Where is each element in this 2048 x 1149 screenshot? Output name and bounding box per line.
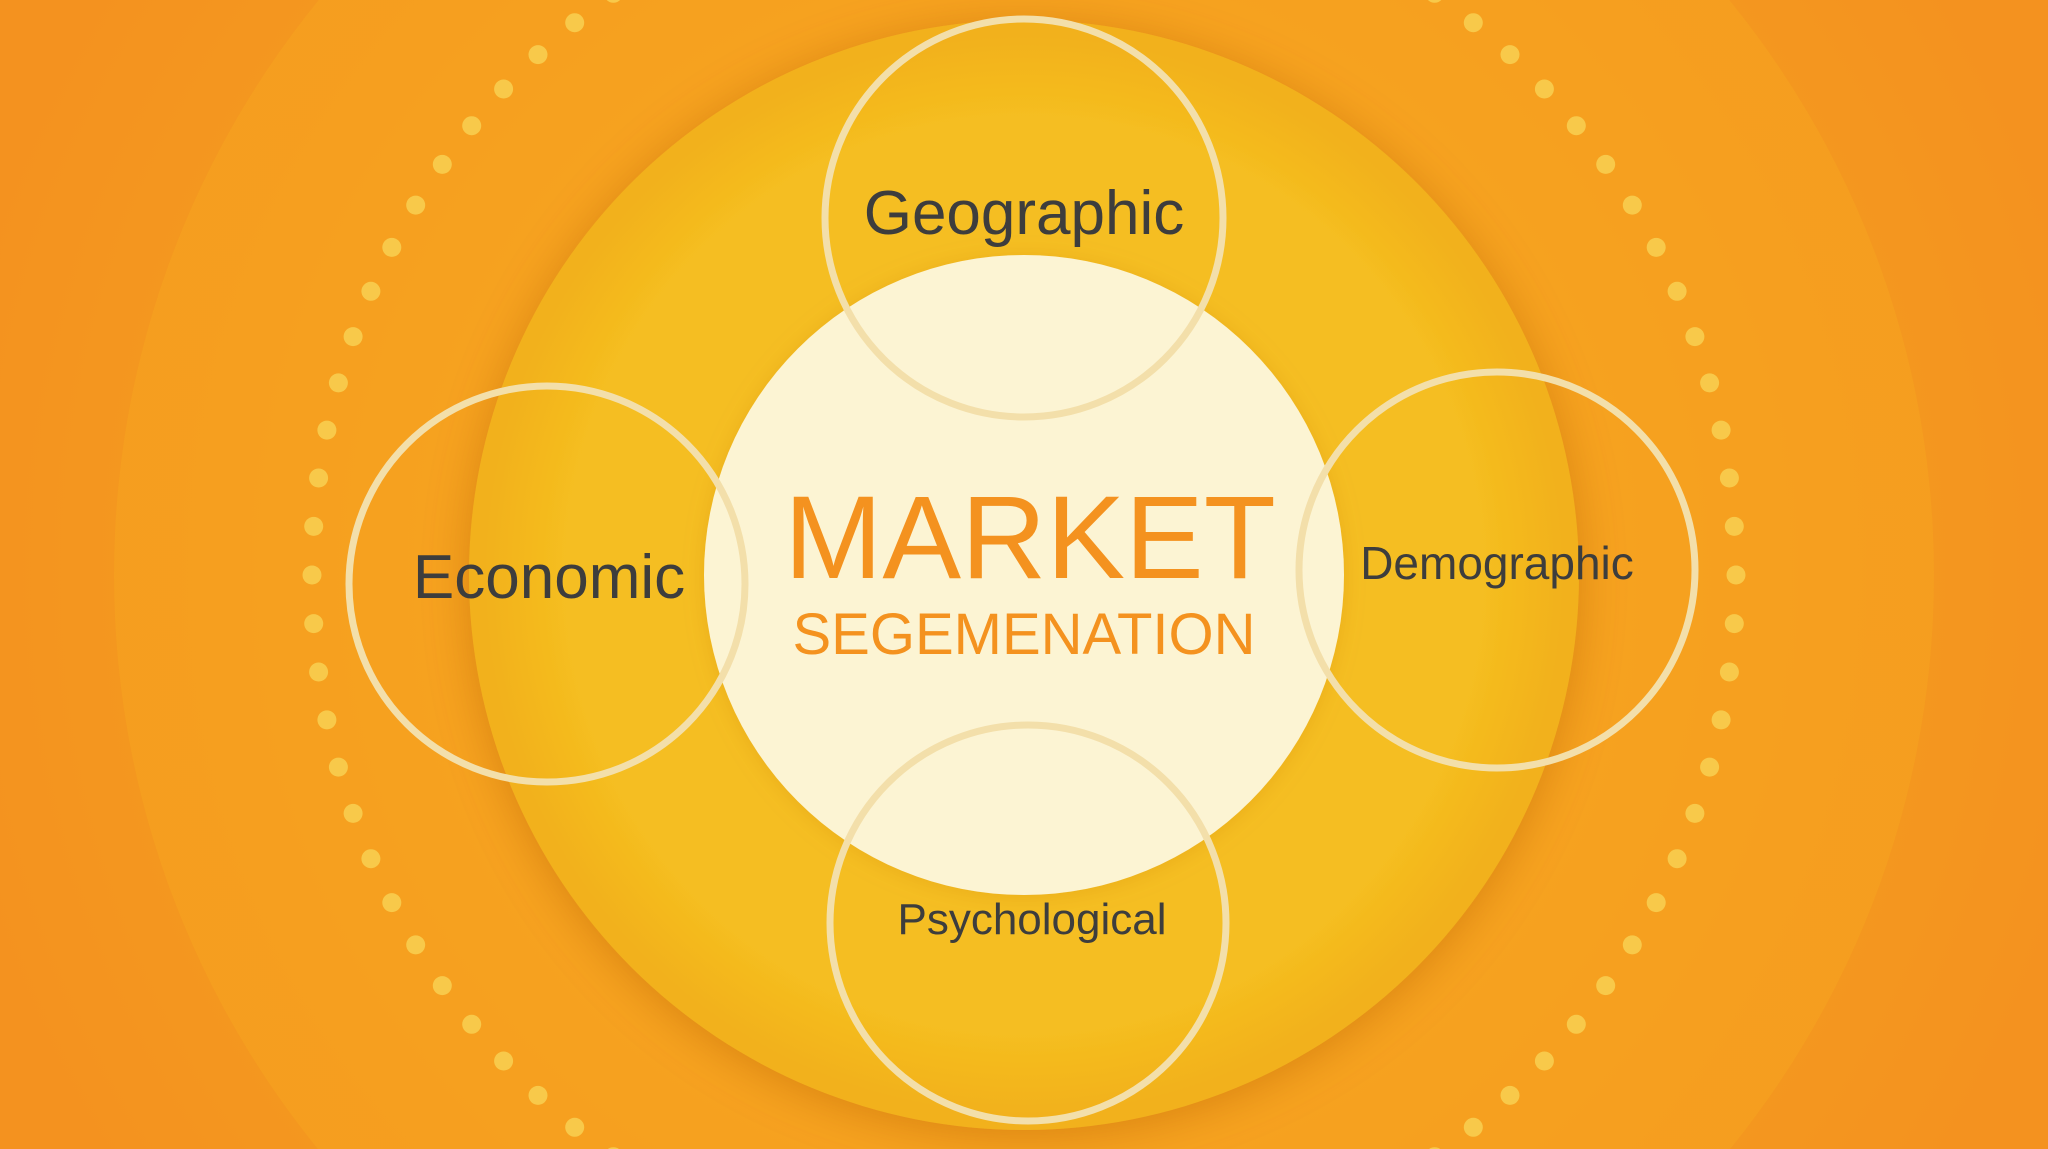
ring-dot xyxy=(565,1117,585,1137)
ring-dot xyxy=(1463,13,1483,33)
ring-dot xyxy=(1700,757,1720,777)
ring-dot xyxy=(432,154,452,174)
ring-dot xyxy=(1667,281,1687,301)
segment-label-geographic: Geographic xyxy=(864,179,1185,248)
demographic-ring xyxy=(1295,368,1699,772)
ring-dot xyxy=(606,0,621,3)
ring-dot xyxy=(1667,849,1687,869)
ring-dot xyxy=(1534,1051,1554,1071)
ring-dot xyxy=(1427,0,1442,3)
ring-dot xyxy=(361,281,381,301)
ring-dot xyxy=(1646,237,1666,257)
ring-dot xyxy=(528,45,548,65)
ring-dot xyxy=(1566,116,1586,136)
geographic-ring xyxy=(821,15,1227,421)
ring-dot xyxy=(565,13,585,33)
center-subtitle: SEGEMENATION xyxy=(793,602,1256,667)
ring-dot xyxy=(1719,468,1739,488)
ring-dot xyxy=(1534,79,1554,99)
ring-dot xyxy=(328,373,348,393)
ring-dot xyxy=(462,116,482,136)
center-title: MARKET xyxy=(784,472,1276,604)
ring-dot xyxy=(1685,327,1705,347)
ring-dot xyxy=(361,849,381,869)
ring-dot xyxy=(1726,565,1746,585)
ring-dot xyxy=(382,893,402,913)
ring-dot xyxy=(1685,803,1705,823)
ring-dot xyxy=(528,1085,548,1105)
ring-dot xyxy=(494,1051,514,1071)
segment-label-economic: Economic xyxy=(413,543,685,612)
ring-dot xyxy=(1711,710,1731,730)
segment-label-demographic: Demographic xyxy=(1360,537,1634,589)
ring-dot xyxy=(343,803,363,823)
ring-dot xyxy=(1500,45,1520,65)
ring-dot xyxy=(1724,614,1744,634)
ring-dot xyxy=(1646,893,1666,913)
ring-dot xyxy=(317,710,337,730)
ring-dot xyxy=(382,237,402,257)
ring-dot xyxy=(343,327,363,347)
ring-dot xyxy=(406,195,426,215)
segment-label-psychological: Psychological xyxy=(897,895,1166,944)
ring-dot xyxy=(304,516,324,536)
dotted-ring xyxy=(302,0,1746,1149)
ring-dot xyxy=(1700,373,1720,393)
ring-dot xyxy=(1724,516,1744,536)
center-circle xyxy=(704,255,1344,895)
ring-dot xyxy=(1566,1014,1586,1034)
ring-dot xyxy=(1622,195,1642,215)
ring-dot xyxy=(1463,1117,1483,1137)
ring-dot xyxy=(1596,154,1616,174)
ring-dot xyxy=(302,565,322,585)
ring-dot xyxy=(494,79,514,99)
ring-dot xyxy=(309,468,329,488)
economic-ring xyxy=(345,382,749,786)
ring-dot xyxy=(328,757,348,777)
ring-dot xyxy=(1622,935,1642,955)
ring-dot xyxy=(432,976,452,996)
ring-dot xyxy=(1719,662,1739,682)
ring-dot xyxy=(1596,976,1616,996)
psychological-ring xyxy=(826,721,1230,1125)
ring-dot xyxy=(317,420,337,440)
ring-dot xyxy=(1500,1085,1520,1105)
ring-dot xyxy=(1711,420,1731,440)
ring-dot xyxy=(304,614,324,634)
ring-dot xyxy=(309,662,329,682)
ring-dot xyxy=(406,935,426,955)
ring-dot xyxy=(462,1014,482,1034)
